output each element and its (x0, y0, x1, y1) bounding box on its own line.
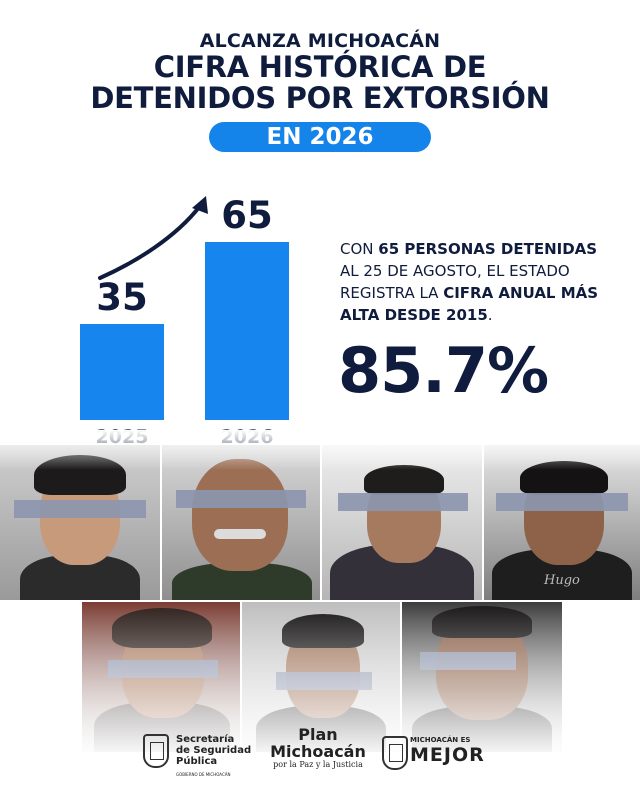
state-seal-icon-2 (382, 736, 408, 770)
year-pill: EN 2026 (209, 122, 431, 152)
trend-arrow-icon (98, 196, 208, 280)
title-line-2: DETENIDOS POR EXTORSIÓN (90, 81, 550, 115)
state-seal-icon (143, 734, 169, 768)
ssp-line-1: Secretaría (176, 734, 235, 745)
detainee-photo-2 (162, 445, 320, 600)
detainee-photo-4: Hugo (484, 445, 640, 600)
detainee-photo-1 (0, 445, 160, 600)
mm-small: MICHOACÁN ES (410, 736, 471, 744)
stat-bold-detained: 65 PERSONAS DETENIDAS (378, 240, 598, 258)
stat-mid: AL 25 DE AGOSTO, EL ESTADO REGISTRA LA (340, 262, 570, 302)
footer-logos: Secretaría de Seguridad Pública GOBIERNO… (0, 726, 640, 788)
plan-line-2: Michoacán (270, 742, 366, 761)
stat-suffix: . (487, 306, 493, 324)
ssp-logo: Secretaría de Seguridad Pública GOBIERNO… (176, 734, 251, 780)
michoacan-es-mejor-logo: MICHOACÁN ES MEJOR (410, 736, 485, 766)
percent-increase: 85.7% (338, 334, 549, 407)
detainee-photo-3 (322, 445, 482, 600)
plan-line-3: por la Paz y la Justicia (273, 760, 363, 769)
stat-prefix: CON (340, 240, 379, 258)
title-line-1: CIFRA HISTÓRICA DE (153, 50, 487, 84)
bar-value-label-2026: 65 (221, 194, 273, 237)
bar-2025 (80, 324, 164, 420)
mm-big: MEJOR (410, 744, 485, 766)
bar-value-label-2025: 35 (96, 276, 148, 319)
kicker-text: ALCANZA MICHOACÁN (199, 30, 441, 52)
bar-2026 (205, 242, 289, 420)
photo-bottom-fade (0, 600, 640, 800)
shirt-text: Hugo (544, 573, 580, 588)
stat-description: CON 65 PERSONAS DETENIDAS AL 25 DE AGOST… (340, 238, 610, 326)
header: ALCANZA MICHOACÁN CIFRA HISTÓRICA DE DET… (0, 30, 640, 152)
ssp-line-3: Pública (176, 756, 218, 767)
plan-line-1: Plan (298, 725, 338, 744)
ssp-line-2: de Seguridad (176, 745, 252, 756)
ssp-sub: GOBIERNO DE MICHOACÁN (176, 772, 231, 777)
stat-bold-record: CIFRA ANUAL MÁS ALTA DESDE 2015 (340, 284, 599, 324)
photo-top-fade (0, 430, 640, 470)
plan-michoacan-logo: Plan Michoacán por la Paz y la Justicia (258, 726, 378, 770)
